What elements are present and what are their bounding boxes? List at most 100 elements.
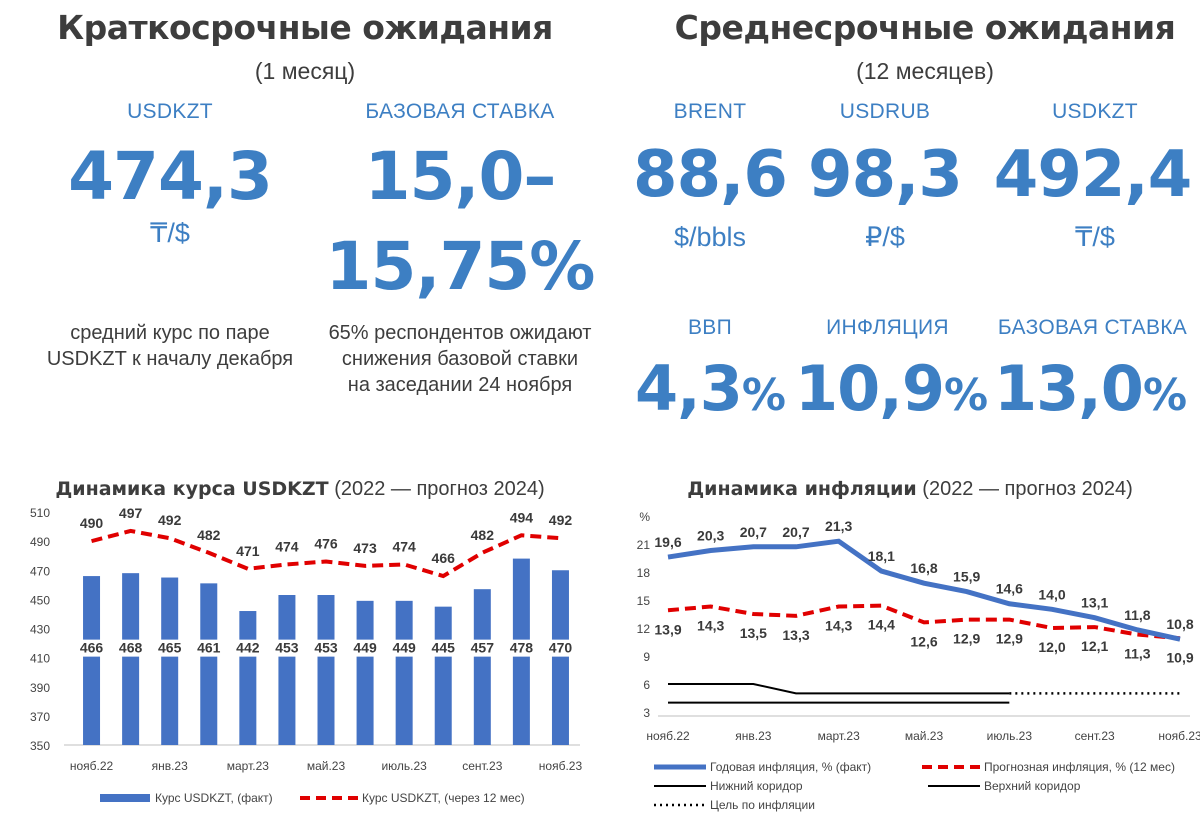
bar-value-label: 466: [80, 640, 104, 656]
x-tick-label: июль.23: [381, 759, 427, 773]
actual-value-label: 19,6: [654, 534, 681, 550]
bar-value-label: 465: [158, 640, 182, 656]
bar: [239, 611, 257, 745]
mid-term-title: Среднесрочные ожидания: [674, 8, 1176, 47]
bar-label-bg: [268, 639, 305, 657]
forecast-value-label: 497: [119, 505, 143, 521]
y-tick-label: 510: [30, 506, 50, 520]
x-tick-label: март.23: [818, 729, 861, 743]
bar-label-bg: [229, 639, 266, 657]
bar-value-label: 449: [392, 640, 416, 656]
bar-label-bg: [190, 639, 227, 657]
bar-value-label: 442: [236, 640, 260, 656]
bar-label-bg: [464, 639, 501, 657]
forecast-value-label: 12,1: [1081, 638, 1108, 654]
forecast-value-label: 492: [549, 512, 573, 528]
y-tick-label: 15: [637, 594, 651, 608]
forecast-value-label: 476: [314, 536, 338, 552]
usdkzt-1m-description: средний курс по паре USDKZT к началу дек…: [46, 322, 294, 370]
forecast-inflation-line: [667, 603, 1181, 641]
x-tick-label: янв.23: [152, 759, 189, 773]
usdkzt-chart-title: Динамика курса USDKZT (2022 — прогноз 20…: [55, 478, 545, 500]
legend-forecast-label: Прогнозная инфляция, % (12 мес): [984, 760, 1175, 774]
forecast-value-label: 13,5: [740, 625, 767, 641]
bar: [395, 600, 413, 745]
x-tick-label: нояб.23: [1158, 729, 1200, 743]
forecast-value-label: 473: [353, 540, 377, 556]
forecast-value-label: 471: [236, 543, 260, 559]
legend-lower-label: Нижний коридор: [710, 779, 803, 793]
short-term-title: Краткосрочные ожидания: [57, 8, 553, 47]
forecast-value-label: 482: [197, 527, 221, 543]
bar: [551, 570, 569, 745]
y-tick-label: 450: [30, 593, 50, 607]
actual-value-label: 21,3: [825, 518, 852, 534]
bar: [83, 576, 101, 745]
forecast-value-label: 14,3: [825, 618, 852, 634]
bar-value-label: 468: [119, 640, 143, 656]
mid-term-subtitle: (12 месяцев): [856, 58, 994, 84]
actual-value-label: 20,3: [697, 528, 724, 544]
forecast-value-label: 494: [510, 509, 534, 525]
y-tick-label: 410: [30, 652, 50, 666]
y-tick-label: 350: [30, 739, 50, 753]
usdrub-label: USDRUB: [839, 100, 931, 123]
bar: [356, 600, 374, 745]
x-tick-label: янв.23: [735, 729, 772, 743]
forecast-value-label: 12,6: [910, 633, 937, 649]
legend-forecast-label: Курс USDKZT, (через 12 мес): [362, 791, 525, 805]
base-rate-1m-label: БАЗОВАЯ СТАВКА: [365, 100, 555, 123]
inflation-label: ИНФЛЯЦИЯ: [826, 316, 949, 339]
usdkzt-12m-value: 492,4: [993, 138, 1192, 212]
y-tick-label: 9: [643, 650, 650, 664]
actual-value-label: 14,6: [996, 581, 1023, 597]
forecast-value-label: 466: [432, 550, 456, 566]
forecast-value-label: 14,3: [697, 618, 724, 634]
y-tick-label: 3: [643, 706, 650, 720]
gdp-label: ВВП: [687, 316, 732, 339]
y-tick-label: 21: [637, 538, 651, 552]
forecast-value-label: 474: [275, 538, 299, 554]
bar-value-label: 478: [510, 640, 534, 656]
bar-value-label: 470: [549, 640, 573, 656]
usdrub-value: 98,3: [808, 138, 963, 212]
forecast-value-label: 492: [158, 512, 182, 528]
legend-upper-label: Верхний коридор: [984, 779, 1081, 793]
x-tick-label: март.23: [227, 759, 270, 773]
forecast-line: [91, 528, 561, 579]
bar-value-label: 461: [197, 640, 221, 656]
bar-value-label: 449: [353, 640, 377, 656]
usdkzt-1m-unit: ₸/$: [150, 218, 190, 248]
x-tick-label: нояб.23: [539, 759, 583, 773]
y-tick-label: 470: [30, 564, 50, 578]
x-tick-label: июль.23: [987, 729, 1033, 743]
bar: [122, 573, 140, 745]
bar-value-label: 453: [314, 640, 338, 656]
bar: [200, 583, 218, 745]
bar-label-bg: [151, 639, 188, 657]
forecast-value-label: 13,3: [782, 627, 809, 643]
actual-value-label: 11,8: [1124, 607, 1151, 623]
actual-value-label: 16,8: [910, 560, 937, 576]
bar-label-bg: [503, 639, 540, 657]
forecast-value-label: 12,9: [996, 631, 1023, 647]
bar: [278, 595, 296, 745]
forecast-value-label: 14,4: [868, 617, 895, 633]
actual-value-label: 14,0: [1038, 586, 1065, 602]
upper-corridor-line: [668, 683, 1010, 695]
y-tick-label: 18: [637, 566, 651, 580]
actual-value-label: 13,1: [1081, 595, 1108, 611]
bar-label-bg: [425, 639, 462, 657]
legend-bar-label: Курс USDKZT, (факт): [155, 791, 273, 805]
bar: [473, 589, 491, 745]
actual-value-label: 20,7: [740, 524, 767, 540]
x-tick-label: сент.23: [462, 759, 502, 773]
usdkzt-12m-unit: ₸/$: [1075, 222, 1115, 252]
forecast-value-label: 11,3: [1124, 646, 1151, 662]
bar-label-bg: [347, 639, 384, 657]
forecast-value-label: 490: [80, 515, 104, 531]
forecast-value-label: 474: [392, 538, 416, 554]
bar-value-label: 457: [471, 640, 495, 656]
forecast-value-label: 12,9: [953, 631, 980, 647]
inflation-chart: % 3 6 9 12 15 18 21 19,6 20,3 20,7 20,7 21,3 18,1 16,8…: [637, 510, 1200, 812]
